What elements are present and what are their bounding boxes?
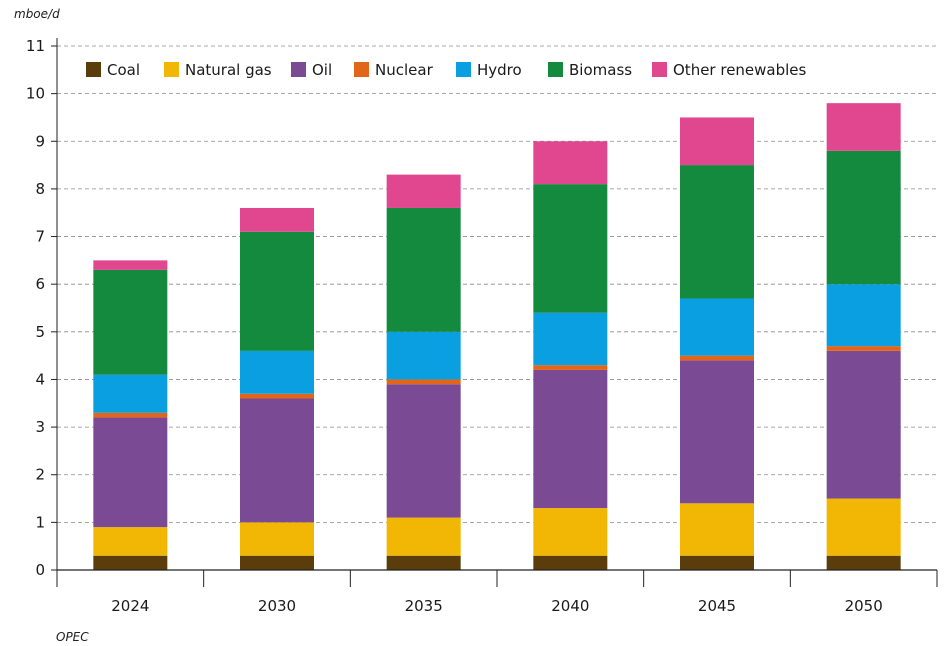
bar-segment-coal	[680, 555, 754, 570]
bar-segment-other-renewables	[93, 260, 168, 270]
bar-segment-nuclear	[93, 412, 168, 418]
y-tick-label: 7	[35, 228, 45, 246]
y-tick-label: 6	[35, 275, 45, 293]
legend-label: Coal	[107, 61, 140, 79]
x-tick-label: 2035	[405, 597, 443, 615]
bar-segment-biomass	[386, 207, 461, 332]
legend-swatch	[291, 62, 306, 77]
source-note: OPEC	[56, 630, 89, 644]
bar-segment-biomass	[240, 231, 314, 351]
y-tick-label: 8	[35, 180, 45, 198]
bar-segment-oil	[240, 398, 314, 523]
bar-segment-nuclear	[826, 346, 901, 351]
legend-label: Hydro	[477, 61, 522, 79]
legend-label: Natural gas	[185, 61, 272, 79]
x-tick-label: 2030	[258, 597, 296, 615]
bar-segment-oil	[680, 360, 754, 504]
bar-segment-natural-gas	[826, 498, 901, 556]
x-tick-label: 2040	[551, 597, 589, 615]
legend-label: Biomass	[569, 61, 632, 79]
bar-segment-coal	[826, 555, 901, 570]
y-tick-label: 0	[35, 561, 45, 579]
bar-segment-hydro	[680, 298, 754, 356]
bar-segment-natural-gas	[93, 527, 168, 556]
bar-segment-oil	[93, 417, 168, 528]
y-tick-label: 4	[35, 370, 45, 388]
legend-label: Other renewables	[673, 61, 807, 79]
legend-label: Nuclear	[375, 61, 434, 79]
bar-segment-natural-gas	[533, 508, 608, 556]
y-tick-label: 5	[35, 323, 45, 341]
bar-segment-other-renewables	[533, 141, 608, 185]
y-tick-label: 9	[35, 132, 45, 150]
bar-segment-nuclear	[386, 379, 461, 385]
bar-segment-biomass	[533, 184, 608, 313]
bar-segment-nuclear	[533, 365, 608, 370]
x-tick-label: 2050	[845, 597, 883, 615]
legend-swatch	[456, 62, 471, 77]
bar-segment-hydro	[533, 312, 608, 366]
bar-segment-hydro	[93, 374, 168, 413]
bar-segment-nuclear	[240, 393, 314, 399]
y-tick-label: 1	[35, 513, 45, 531]
bar-segment-other-renewables	[826, 103, 901, 151]
bar-segment-biomass	[93, 269, 168, 375]
bar-segment-other-renewables	[240, 207, 314, 232]
bar-segment-hydro	[240, 350, 314, 394]
x-tick-label: 2024	[111, 597, 149, 615]
legend-swatch	[652, 62, 667, 77]
legend-swatch	[354, 62, 369, 77]
bar-segment-coal	[533, 555, 608, 570]
y-tick-label: 10	[26, 85, 45, 103]
bar-segment-natural-gas	[386, 517, 461, 556]
y-tick-label: 3	[35, 418, 45, 436]
bar-segment-biomass	[826, 150, 901, 285]
bar-segment-other-renewables	[680, 117, 754, 166]
bar-segment-nuclear	[680, 355, 754, 361]
bar-segment-oil	[533, 369, 608, 509]
legend-swatch	[164, 62, 179, 77]
bar-segment-coal	[386, 555, 461, 570]
bar-segment-oil	[386, 384, 461, 518]
y-tick-label: 11	[26, 37, 45, 55]
bar-segment-other-renewables	[386, 174, 461, 208]
legend-swatch	[86, 62, 101, 77]
bar-segment-oil	[826, 350, 901, 499]
y-unit-label: mboe/d	[14, 7, 60, 21]
x-tick-label: 2045	[698, 597, 736, 615]
y-tick-label: 2	[35, 466, 45, 484]
bar-segment-coal	[93, 555, 168, 570]
bar-segment-coal	[240, 555, 314, 570]
bar-segment-hydro	[386, 331, 461, 380]
legend-swatch	[548, 62, 563, 77]
bar-segment-biomass	[680, 165, 754, 299]
bar-segment-natural-gas	[680, 503, 754, 556]
bar-segment-natural-gas	[240, 522, 314, 556]
bar-segment-hydro	[826, 284, 901, 347]
legend-label: Oil	[312, 61, 332, 79]
